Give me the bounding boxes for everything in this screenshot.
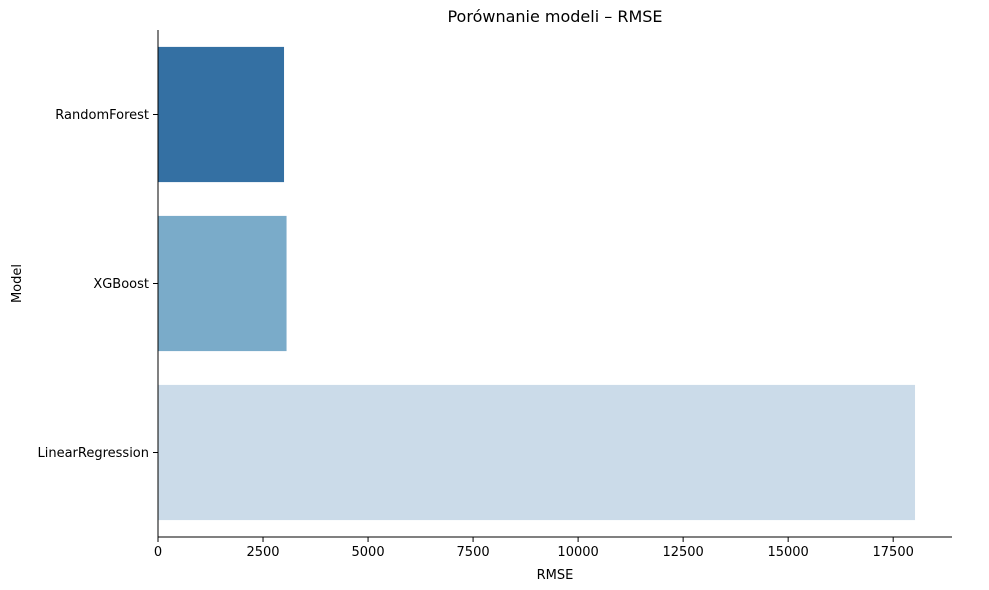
x-tick-label: 2500 <box>246 545 279 560</box>
axes-frame <box>157 30 952 538</box>
bar-randomforest <box>158 46 285 183</box>
bar-xgboost <box>158 215 287 352</box>
chart-title: Porównanie modeli – RMSE <box>447 7 662 26</box>
y-tick-label: LinearRegression <box>37 446 149 461</box>
y-tick-label: XGBoost <box>93 277 149 292</box>
x-axis-label: RMSE <box>537 568 574 583</box>
x-tick-label: 10000 <box>557 545 598 560</box>
bar-linearregression <box>158 384 916 521</box>
y-tick-label: RandomForest <box>55 108 149 123</box>
bars-group <box>158 46 916 521</box>
y-axis-ticks: RandomForest XGBoost LinearRegression <box>37 108 158 461</box>
x-tick-label: 12500 <box>662 545 703 560</box>
x-tick-label: 0 <box>154 545 162 560</box>
x-tick-label: 7500 <box>457 545 490 560</box>
x-tick-label: 5000 <box>352 545 385 560</box>
x-tick-label: 15000 <box>767 545 808 560</box>
x-tick-label: 17500 <box>873 545 914 560</box>
y-axis-label: Model <box>10 264 25 303</box>
x-axis-ticks: 0 2500 5000 7500 10000 12500 15000 17500 <box>154 537 914 560</box>
